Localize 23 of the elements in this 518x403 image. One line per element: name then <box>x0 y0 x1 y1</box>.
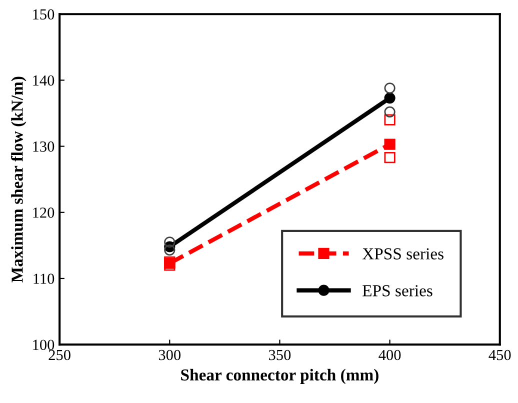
y-tick-label: 120 <box>33 208 54 218</box>
x-tick-label: 250 <box>48 350 70 360</box>
point <box>164 236 176 248</box>
point <box>164 244 176 256</box>
legend-label: EPS series <box>362 285 432 296</box>
y-axis-title: Maximum shear flow (kN/m) <box>10 76 26 282</box>
point <box>384 114 396 126</box>
x-tick-label: 300 <box>158 350 181 360</box>
point <box>384 82 396 94</box>
y-tick-label: 110 <box>34 274 54 284</box>
x-tick-label: 450 <box>488 350 511 360</box>
x-tick-label: 400 <box>378 350 401 360</box>
x-axis-title: Shear connector pitch (mm) <box>181 368 378 384</box>
y-tick-label: 130 <box>33 141 54 152</box>
x-tick-label: 350 <box>268 350 291 360</box>
point <box>384 92 396 104</box>
point <box>384 152 396 164</box>
y-tick-label: 140 <box>33 75 54 86</box>
y-tick-label: 150 <box>33 9 54 20</box>
legend-label: XPSS series <box>362 248 444 260</box>
point <box>384 138 396 150</box>
y-tick-label: 100 <box>33 340 54 350</box>
point <box>384 106 396 118</box>
